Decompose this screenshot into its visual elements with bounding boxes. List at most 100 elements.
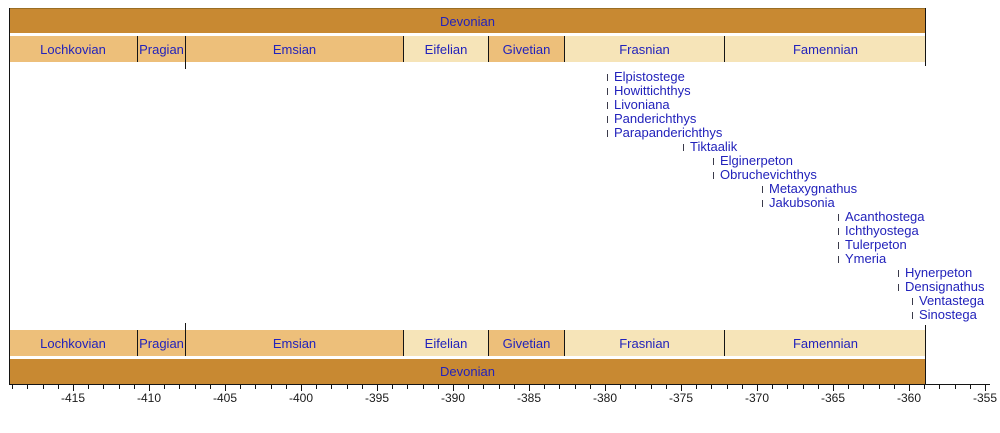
taxon-label-howittichthys[interactable]: Howittichthys xyxy=(614,83,691,98)
taxon-label-metaxygnathus[interactable]: Metaxygnathus xyxy=(769,181,858,196)
taxon-label-sinostega[interactable]: Sinostega xyxy=(919,307,977,322)
axis-major-tick xyxy=(529,385,530,391)
taxon-label-tiktaalik[interactable]: Tiktaalik xyxy=(690,139,738,154)
axis-tick-label: -370 xyxy=(744,391,770,405)
stage-cell-lochkovian-top: Lochkovian xyxy=(9,36,137,62)
taxon-row: Acanthostega xyxy=(838,210,925,224)
axis-major-tick xyxy=(225,385,226,391)
axis-minor-tick xyxy=(134,385,135,389)
axis-major-tick xyxy=(757,385,758,391)
stage-cell-emsian-top: Emsian xyxy=(185,36,403,62)
stage-cell-givetian-bottom: Givetian xyxy=(488,330,564,356)
axis-major-tick xyxy=(681,385,682,391)
stage-label: Famennian xyxy=(792,335,859,351)
taxon-row: Ichthyostega xyxy=(838,224,919,238)
taxon-row: Metaxygnathus xyxy=(762,182,857,196)
taxon-occurrence-tick xyxy=(607,101,608,109)
taxon-row: Obruchevichthys xyxy=(713,168,817,182)
stage-label: Lochkovian xyxy=(40,41,106,57)
stage-cell-emsian-bottom: Emsian xyxy=(185,330,403,356)
axis-minor-tick xyxy=(620,385,621,389)
axis-tick-label: -410 xyxy=(136,391,162,405)
taxon-occurrence-tick xyxy=(683,143,684,151)
taxon-occurrence-tick xyxy=(607,129,608,137)
stage-label: Givetian xyxy=(502,335,551,351)
taxon-occurrence-tick xyxy=(912,311,913,319)
frame-line-right-top xyxy=(925,8,926,66)
axis-minor-tick xyxy=(499,385,500,389)
axis-minor-tick xyxy=(742,385,743,389)
stage-label: Pragian xyxy=(139,335,184,351)
axis-minor-tick xyxy=(271,385,272,389)
taxon-occurrence-tick xyxy=(898,283,899,291)
taxon-label-ventastega[interactable]: Ventastega xyxy=(919,293,985,308)
taxon-label-elginerpeton[interactable]: Elginerpeton xyxy=(720,153,793,168)
taxon-occurrence-tick xyxy=(838,241,839,249)
axis-minor-tick xyxy=(12,385,13,389)
axis-tick-label: -400 xyxy=(288,391,314,405)
taxon-row: Panderichthys xyxy=(607,112,696,126)
axis-minor-tick xyxy=(711,385,712,389)
taxon-label-densignathus[interactable]: Densignathus xyxy=(905,279,985,294)
taxon-label-hynerpeton[interactable]: Hynerpeton xyxy=(905,265,973,280)
stage-cell-lochkovian-bottom: Lochkovian xyxy=(9,330,137,356)
axis-major-tick xyxy=(377,385,378,391)
stage-cell-frasnian-top: Frasnian xyxy=(564,36,724,62)
stage-cell-eifelian-bottom: Eifelian xyxy=(403,330,488,356)
taxon-occurrence-tick xyxy=(607,115,608,123)
stage-label: Lochkovian xyxy=(40,335,106,351)
axis-minor-tick xyxy=(195,385,196,389)
stage-label: Frasnian xyxy=(619,335,670,351)
taxon-row: Elginerpeton xyxy=(713,154,793,168)
axis-minor-tick xyxy=(666,385,667,389)
axis-minor-tick xyxy=(438,385,439,389)
axis-minor-tick xyxy=(362,385,363,389)
axis-minor-tick xyxy=(43,385,44,389)
taxon-label-ichthyostega[interactable]: Ichthyostega xyxy=(845,223,919,238)
taxon-label-panderichthys[interactable]: Panderichthys xyxy=(614,111,697,126)
taxon-occurrence-tick xyxy=(762,199,763,207)
taxon-label-parapanderichthys[interactable]: Parapanderichthys xyxy=(614,125,723,140)
axis-tick-label: -395 xyxy=(364,391,390,405)
stage-label: Pragian xyxy=(139,41,184,57)
axis-minor-tick xyxy=(696,385,697,389)
axis-minor-tick xyxy=(210,385,211,389)
axis-minor-tick xyxy=(468,385,469,389)
axis-minor-tick xyxy=(863,385,864,389)
taxon-row: Ventastega xyxy=(912,294,984,308)
stage-label: Givetian xyxy=(502,41,551,57)
taxon-label-ymeria[interactable]: Ymeria xyxy=(845,251,887,266)
axis-minor-tick xyxy=(316,385,317,389)
taxon-occurrence-tick xyxy=(713,157,714,165)
axis-minor-tick xyxy=(119,385,120,389)
period-label: Devonian xyxy=(440,13,495,29)
axis-tick-label: -365 xyxy=(820,391,846,405)
axis-tick-label: -375 xyxy=(668,391,694,405)
taxon-occurrence-tick xyxy=(912,297,913,305)
taxon-label-elpistostege[interactable]: Elpistostege xyxy=(614,69,685,84)
taxon-row: Ymeria xyxy=(838,252,886,266)
taxon-row: Livoniana xyxy=(607,98,670,112)
taxon-label-tulerpeton[interactable]: Tulerpeton xyxy=(845,237,907,252)
axis-minor-tick xyxy=(347,385,348,389)
axis-minor-tick xyxy=(970,385,971,389)
taxon-occurrence-tick xyxy=(838,213,839,221)
axis-tick-label: -385 xyxy=(516,391,542,405)
taxon-label-jakubsonia[interactable]: Jakubsonia xyxy=(769,195,835,210)
axis-major-tick xyxy=(605,385,606,391)
axis-minor-tick xyxy=(27,385,28,389)
taxon-label-obruchevichthys[interactable]: Obruchevichthys xyxy=(720,167,817,182)
axis-minor-tick xyxy=(514,385,515,389)
taxon-row: Sinostega xyxy=(912,308,977,322)
axis-minor-tick xyxy=(803,385,804,389)
period-bar-bottom: Devonian xyxy=(9,359,926,384)
period-bar-top: Devonian xyxy=(9,8,926,33)
axis-minor-tick xyxy=(407,385,408,389)
axis-minor-tick xyxy=(286,385,287,389)
taxon-label-acanthostega[interactable]: Acanthostega xyxy=(845,209,925,224)
taxon-label-livoniana[interactable]: Livoniana xyxy=(614,97,670,112)
taxon-row: Tiktaalik xyxy=(683,140,737,154)
taxon-occurrence-tick xyxy=(838,255,839,263)
stage-cell-famennian-bottom: Famennian xyxy=(724,330,926,356)
